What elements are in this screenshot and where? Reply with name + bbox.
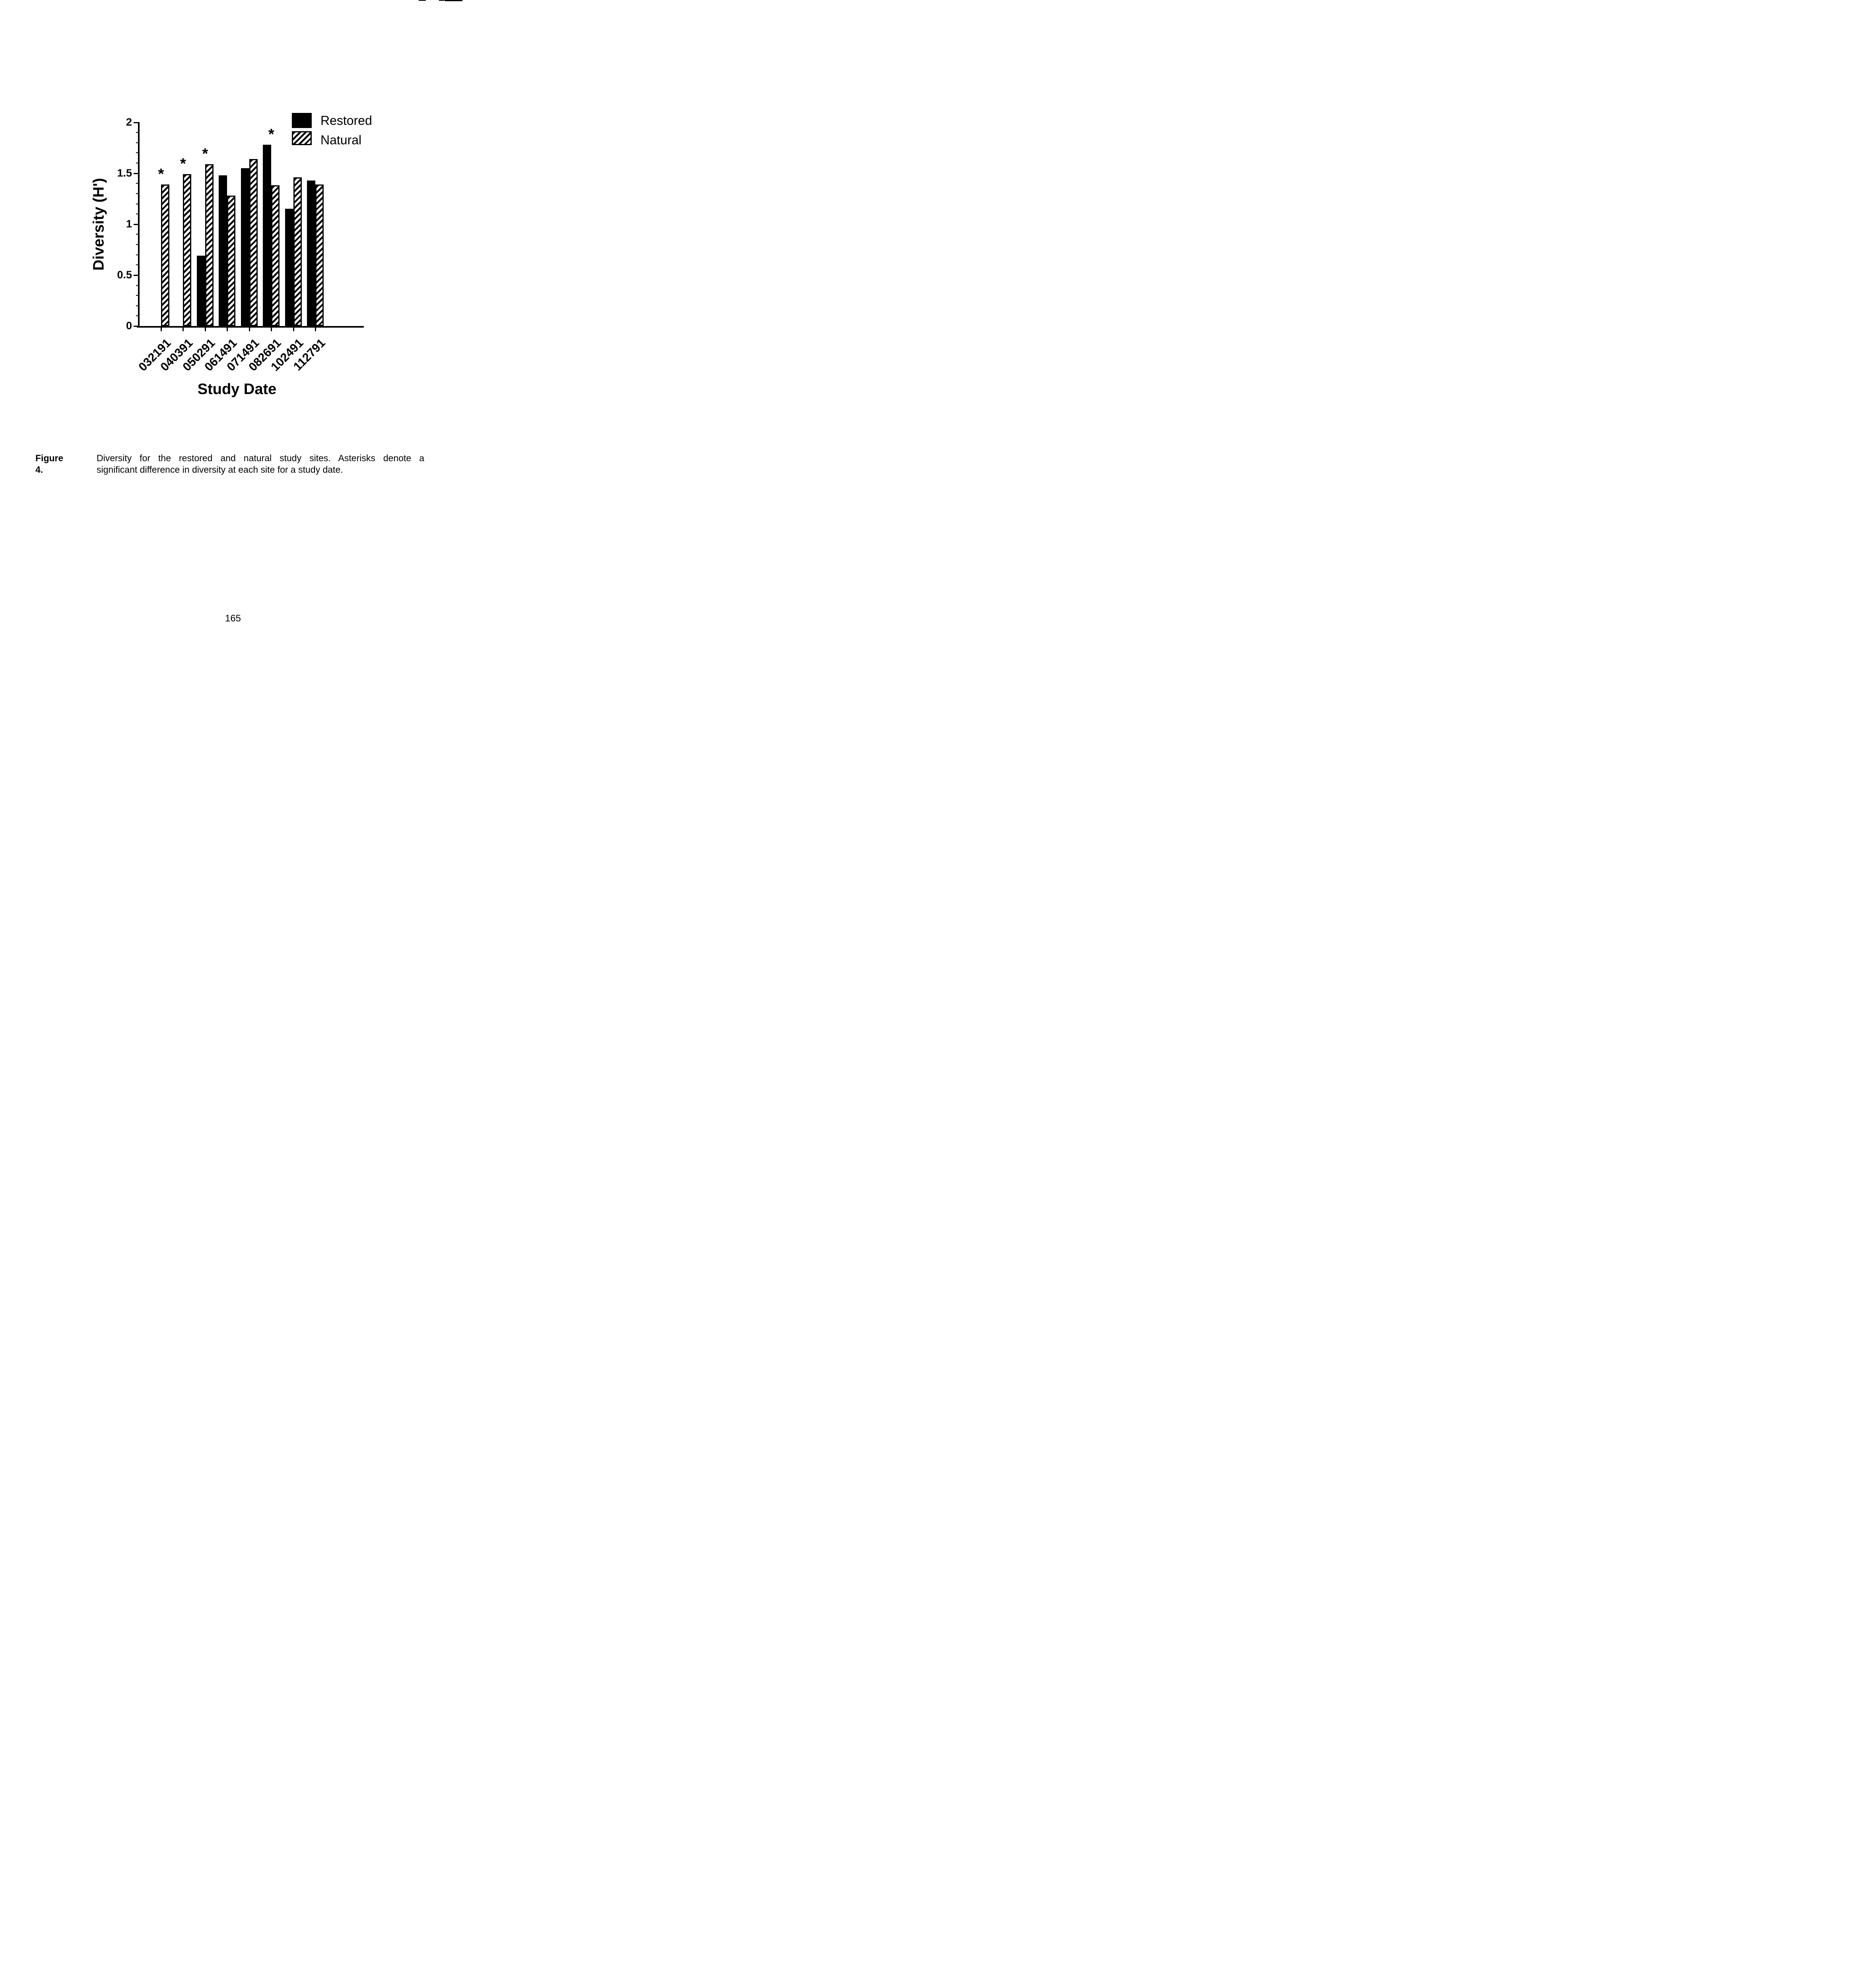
y-major-tick [134,274,138,276]
bar-natural-061491 [227,196,236,326]
y-minor-tick [136,295,138,296]
scan-streak-segment [439,0,444,1]
x-tick-082691 [271,328,272,331]
bar-natural-102491 [293,177,302,326]
legend-swatch-natural [292,131,312,145]
bar-restored-050291 [196,256,205,326]
legend-label-natural: Natural [320,133,362,147]
caption-label: Figure 4. [35,453,64,475]
y-tick-label-2: 2 [126,116,132,128]
significance-asterisk-040391: * [180,155,186,173]
x-tick-050291 [204,328,206,331]
y-minor-tick [136,315,138,316]
y-minor-tick [136,234,138,235]
scan-streak-segment [445,0,462,1]
significance-asterisk-032191: * [158,166,164,183]
y-major-tick [134,223,138,225]
y-tick-label-1: 1 [126,217,132,230]
caption-text: Diversity for the restored and natural s… [97,452,424,476]
bar-natural-032191 [161,184,169,326]
bar-restored-082691 [263,144,272,326]
bar-natural-050291 [205,164,214,326]
page-number: 165 [225,613,241,624]
x-tick-102491 [293,328,294,331]
y-minor-tick [136,183,138,184]
bar-natural-112791 [315,184,324,326]
bar-restored-071491 [241,168,249,326]
x-tick-061491 [227,328,228,331]
bar-natural-071491 [249,159,258,326]
y-tick-label-1.5: 1.5 [117,167,132,179]
y-minor-tick [136,264,138,266]
x-tick-071491 [249,328,250,331]
y-minor-tick [136,142,138,143]
scanned-document-page: 0 0.5 1 1.5 2 032191 * 040391 * 050291 * 061491 0714… [0,0,466,632]
caption-line-2: significant difference in diversity at e… [97,464,343,475]
bar-natural-040391 [183,174,192,326]
x-tick-112791 [315,328,316,331]
legend-label-restored: Restored [320,113,372,128]
legend-swatch-restored [292,113,312,128]
x-axis-line [137,326,364,328]
y-minor-tick [136,285,138,286]
caption-line-1: Diversity for the restored and natural s… [97,453,424,463]
y-axis-line [138,122,140,328]
y-major-tick [134,122,138,123]
y-minor-tick [136,152,138,153]
bar-natural-082691 [271,185,280,326]
bar-restored-102491 [285,209,293,326]
y-axis-title: Diversity (H') [90,178,107,271]
scan-streak-segment [419,0,426,1]
y-minor-tick [136,132,138,133]
y-minor-tick [136,244,138,245]
significance-asterisk-050291: * [202,145,208,162]
bar-restored-061491 [219,175,227,326]
significance-asterisk-082691: * [268,126,274,143]
bar-restored-112791 [307,180,316,326]
y-tick-label-0: 0 [126,320,132,332]
x-tick-040391 [183,328,184,331]
y-major-tick [134,326,138,327]
y-minor-tick [136,254,138,255]
x-tick-032191 [161,328,162,331]
y-major-tick [134,173,138,174]
y-minor-tick [136,193,138,194]
y-tick-label-0.5: 0.5 [117,268,132,281]
x-axis-title: Study Date [197,381,277,398]
plot-area: 0 0.5 1 1.5 2 032191 * 040391 * 050291 * 061491 0714… [0,0,466,632]
y-minor-tick [136,305,138,306]
